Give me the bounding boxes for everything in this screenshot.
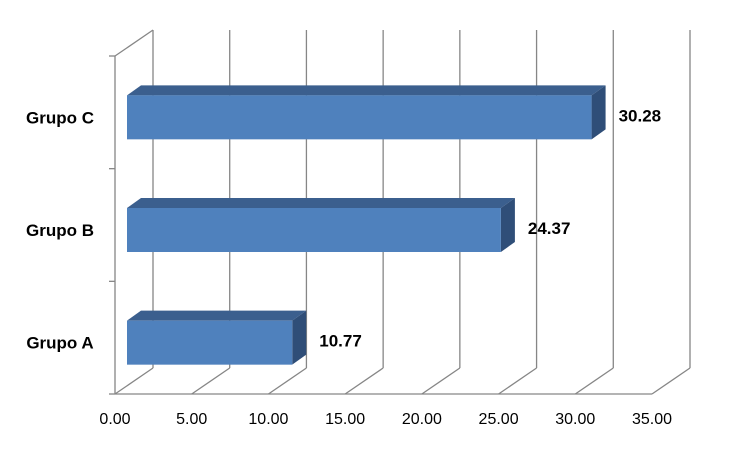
floor-gridline (421, 367, 461, 395)
x-tick-label: 20.00 (402, 411, 442, 428)
x-tick-label: 0.00 (99, 411, 130, 428)
category-axis-top-edge (114, 29, 154, 57)
bar-side-face (500, 198, 515, 252)
x-tick-label: 15.00 (325, 411, 365, 428)
floor-gridline (268, 367, 307, 395)
data-label: 24.37 (528, 219, 571, 238)
category-label: Grupo A (26, 334, 93, 353)
data-label: 10.77 (319, 332, 362, 351)
floor-gridline (651, 367, 691, 395)
bar-top-face (127, 310, 307, 321)
x-tick-label: 5.00 (176, 411, 207, 428)
chart-axes (109, 29, 652, 395)
bar (127, 198, 515, 252)
bar-front-face (127, 320, 293, 365)
floor-gridline (574, 367, 614, 395)
floor-gridline (114, 367, 154, 395)
floor-gridline (498, 367, 537, 395)
bar-top-face (127, 198, 515, 208)
bar-side-face (591, 85, 606, 140)
bar-front-face (127, 95, 592, 140)
data-label: 30.28 (619, 106, 662, 125)
bar (127, 310, 307, 365)
category-label: Grupo B (26, 221, 94, 240)
x-tick-label: 10.00 (248, 411, 288, 428)
chart-bars (127, 85, 606, 365)
bar-front-face (127, 208, 501, 252)
bar (127, 85, 606, 140)
category-label: Grupo C (26, 108, 94, 127)
bar-top-face (127, 85, 606, 96)
bar-side-face (292, 310, 307, 365)
x-tick-label: 30.00 (555, 411, 595, 428)
x-tick-label: 25.00 (479, 411, 519, 428)
chart-labels: 0.00 5.00 10.00 15.00 20.00 25.00 30.00 35.00 Gr… (26, 106, 672, 428)
floor-gridline (191, 367, 231, 395)
x-tick-label: 35.00 (632, 411, 672, 428)
floor-gridline (344, 367, 384, 395)
